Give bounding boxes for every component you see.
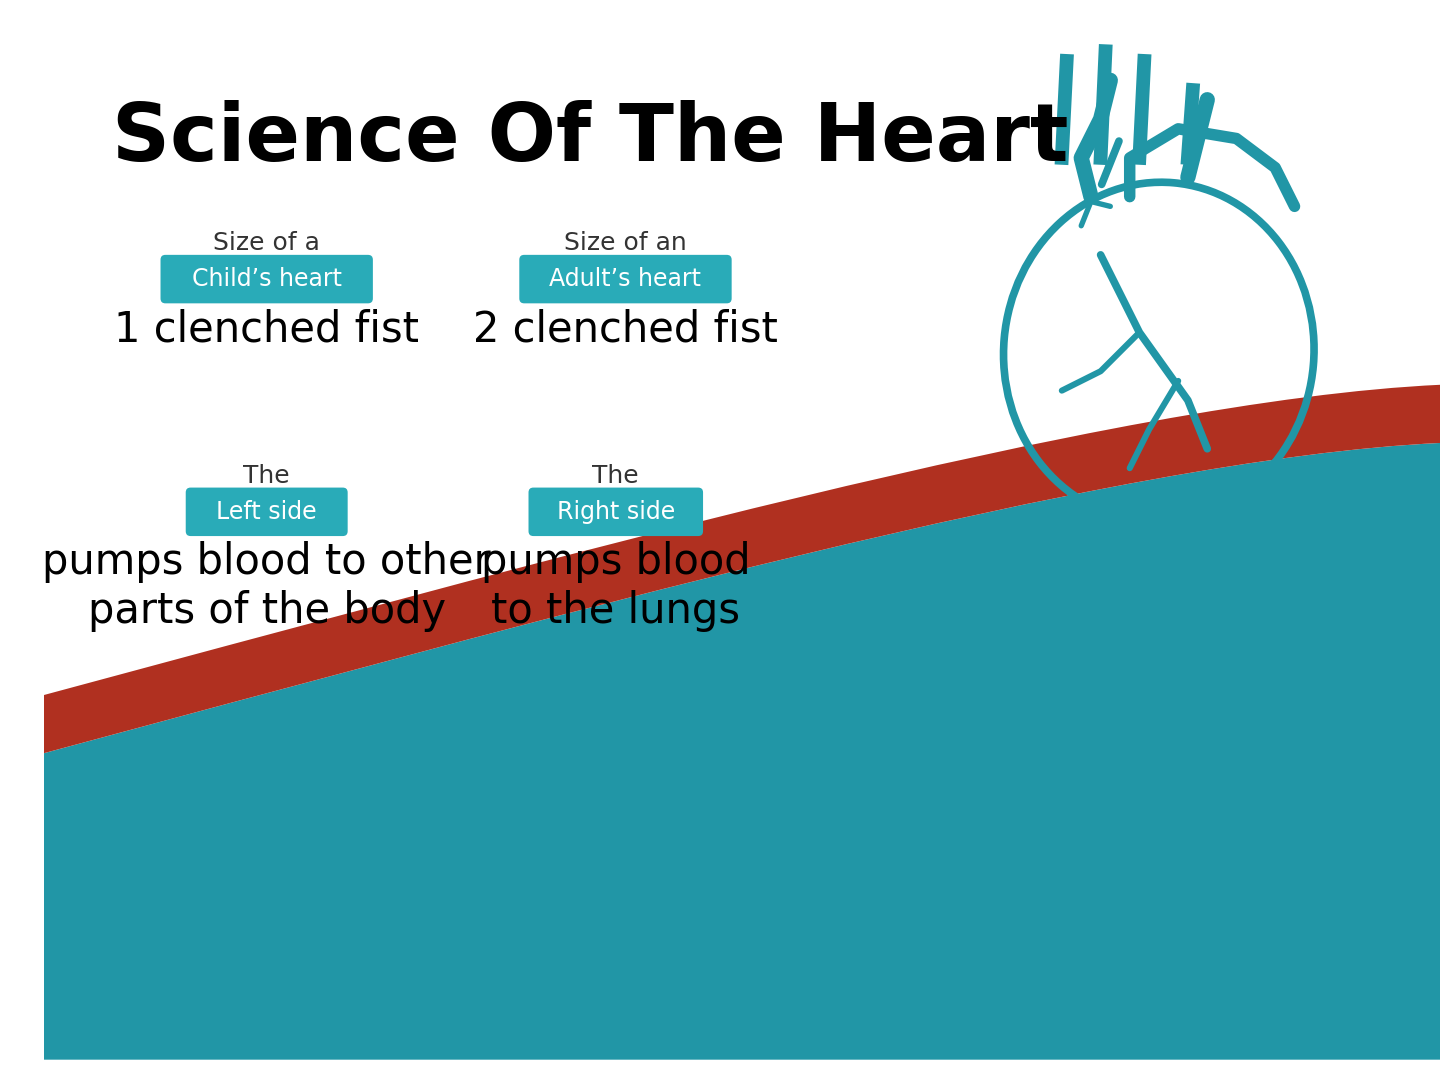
- Text: Child’s heart: Child’s heart: [192, 267, 341, 292]
- FancyBboxPatch shape: [528, 487, 703, 536]
- FancyBboxPatch shape: [160, 255, 373, 303]
- PathPatch shape: [43, 385, 1440, 753]
- Text: The: The: [592, 464, 639, 487]
- Text: Adult’s heart: Adult’s heart: [550, 267, 701, 292]
- Text: pumps blood
to the lungs: pumps blood to the lungs: [481, 541, 750, 632]
- Text: Size of an: Size of an: [564, 231, 687, 255]
- PathPatch shape: [43, 443, 1440, 1060]
- Text: The: The: [243, 464, 289, 487]
- Text: 1 clenched fist: 1 clenched fist: [114, 308, 419, 350]
- Text: pumps blood to other
parts of the body: pumps blood to other parts of the body: [42, 541, 491, 632]
- FancyBboxPatch shape: [186, 487, 347, 536]
- Text: Size of a: Size of a: [213, 231, 320, 255]
- FancyBboxPatch shape: [520, 255, 732, 303]
- Text: 2 clenched fist: 2 clenched fist: [472, 308, 778, 350]
- Text: Left side: Left side: [216, 500, 317, 524]
- Text: Right side: Right side: [557, 500, 675, 524]
- Text: Science Of The Heart: Science Of The Heart: [111, 100, 1068, 178]
